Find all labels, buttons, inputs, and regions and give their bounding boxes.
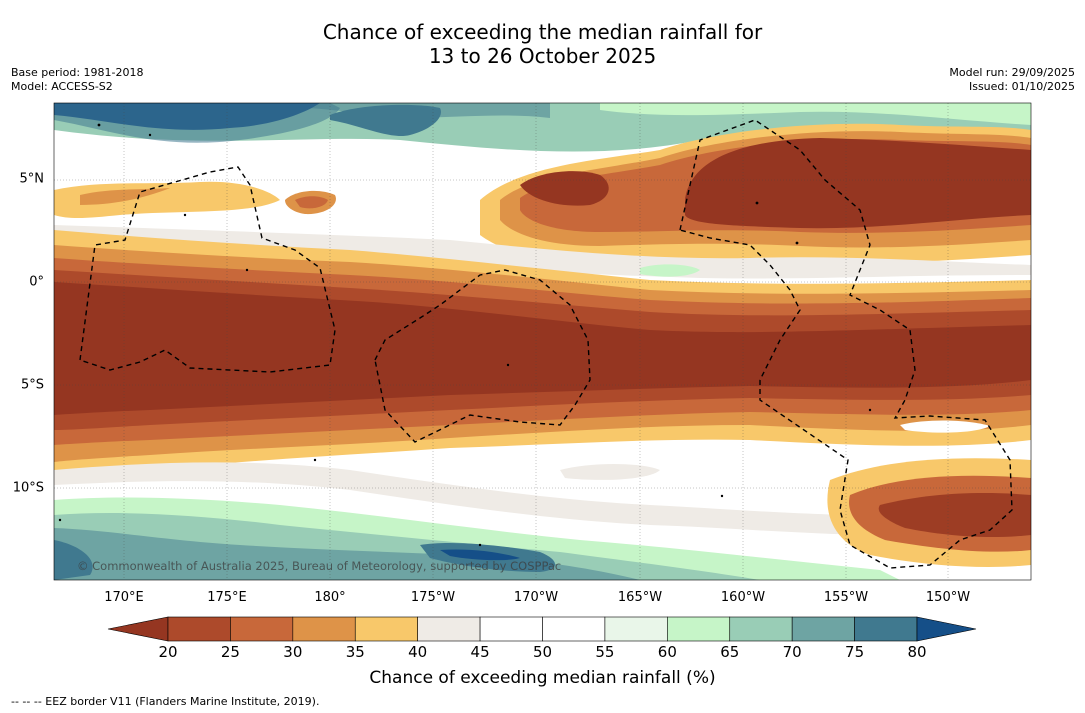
colorbar-tick-label: 65 (720, 643, 740, 661)
title-line-1: Chance of exceeding the median rainfall … (322, 20, 763, 44)
colorbar-tick-label: 45 (470, 643, 490, 661)
colorbar-bin (542, 616, 606, 642)
colorbar-tick-label: 35 (345, 643, 365, 661)
colorbar-tick-label: 25 (220, 643, 240, 661)
colorbar-bin (417, 616, 481, 642)
issued-date: Issued: 01/10/2025 (968, 80, 1075, 93)
colorbar-tick-label: 80 (907, 643, 927, 661)
lon-label-175e: 175°E (207, 590, 247, 605)
lat-label-0: 0° (29, 274, 44, 290)
lon-label-155w: 155°W (823, 590, 869, 605)
eez-borders (79, 119, 1013, 569)
eez-footnote: -- -- -- EEZ border V11 (Flanders Marine… (11, 695, 320, 708)
model-name: Model: ACCESS-S2 (11, 80, 113, 93)
lon-label-160w: 160°W (720, 590, 766, 605)
copyright-notice: © Commonwealth of Australia 2025, Bureau… (77, 559, 562, 573)
map-title: Chance of exceeding the median rainfall … (0, 20, 1085, 68)
rainfall-probability-field (54, 103, 1031, 580)
meta-right: Model run: 29/09/2025 Issued: 01/10/2025 (949, 66, 1075, 94)
lon-label-170w: 170°W (513, 590, 559, 605)
meta-left: Base period: 1981-2018 Model: ACCESS-S2 (11, 66, 143, 94)
colorbar-bin (854, 616, 918, 642)
colorbar-extend-high (916, 616, 977, 642)
colorbar-bin (292, 616, 356, 642)
lat-label-5n: 5°N (19, 171, 45, 187)
colorbar-extend-low (107, 616, 169, 642)
colorbar-bin (667, 616, 731, 642)
lat-label-10s: 10°S (12, 480, 44, 496)
colorbar-tick-label: 60 (657, 643, 677, 661)
colorbar-tick-label: 55 (595, 643, 615, 661)
colorbar-tick-label: 70 (782, 643, 802, 661)
colorbar-bin (354, 616, 418, 642)
colorbar-tick-label: 20 (158, 643, 178, 661)
colorbar-tick-label: 40 (408, 643, 428, 661)
colorbar-title: Chance of exceeding median rainfall (%) (369, 668, 716, 688)
lon-label-150w: 150°W (925, 590, 971, 605)
map-frame (53, 102, 1032, 581)
title-line-2: 13 to 26 October 2025 (428, 44, 657, 68)
colorbar-bin (479, 616, 543, 642)
lon-label-165w: 165°W (617, 590, 663, 605)
lon-label-175w: 175°W (410, 590, 456, 605)
model-run: Model run: 29/09/2025 (949, 66, 1075, 79)
colorbar (107, 616, 977, 642)
colorbar-tick-label: 75 (845, 643, 865, 661)
colorbar-bin (604, 616, 668, 642)
base-period: Base period: 1981-2018 (11, 66, 144, 79)
lon-label-170e: 170°E (104, 590, 144, 605)
islands (58, 123, 872, 547)
lon-label-180: 180° (314, 590, 346, 605)
colorbar-tick-label: 30 (283, 643, 303, 661)
colorbar-tick-label: 50 (532, 643, 553, 661)
colorbar-bin (791, 616, 855, 642)
lat-label-5s: 5°S (20, 377, 44, 393)
colorbar-bin (729, 616, 793, 642)
colorbar-bin (167, 616, 231, 642)
graticule (54, 103, 1031, 580)
colorbar-bin (230, 616, 294, 642)
